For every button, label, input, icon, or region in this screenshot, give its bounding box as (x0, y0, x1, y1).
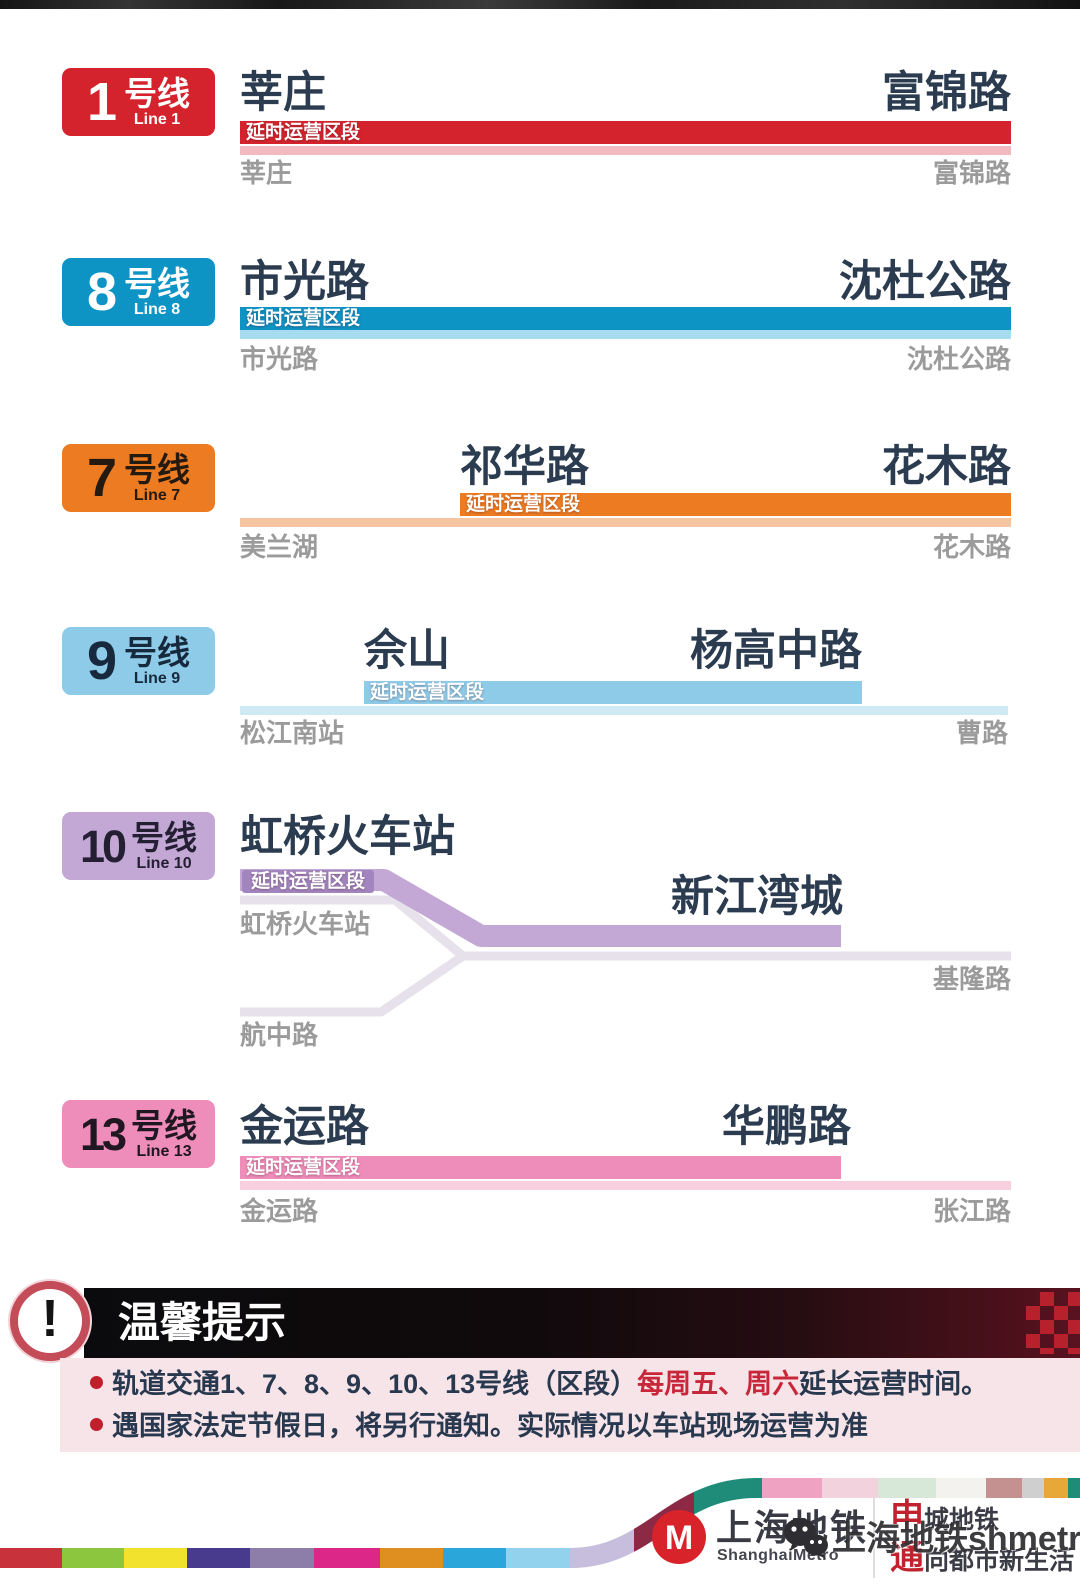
extended-section-label: 延时运营区段 (370, 682, 485, 703)
terminal-label: 美兰湖 (240, 532, 319, 562)
branch-terminal-label: 航中路 (240, 1020, 319, 1050)
shanghai-metro-logo-icon: M (652, 1510, 706, 1564)
extended-section-bar: 延时运营区段 (240, 121, 1011, 144)
full-route-line (240, 706, 1008, 715)
bullet-dot-icon (90, 1418, 103, 1431)
extended-section-bar: 延时运营区段 (240, 307, 1011, 330)
ext-from-station: 金运路 (240, 1103, 369, 1151)
extended-section-label: 延时运营区段 (466, 494, 581, 515)
extended-section-label: 延时运营区段 (246, 308, 361, 329)
checker-decoration (1026, 1292, 1080, 1354)
extended-section-bar: 延时运营区段 (460, 493, 1011, 516)
line-number: 1 (86, 72, 118, 132)
full-route-line (240, 518, 1011, 527)
slogan-rest: 向都市新生活 (924, 1547, 1075, 1575)
line-number: 8 (86, 262, 118, 322)
line-9-badge: 9 号线 Line 9 (62, 627, 215, 695)
line-7-badge: 7 号线 Line 7 (62, 444, 215, 512)
line-suffix: 号线 (131, 818, 198, 856)
full-route-line (240, 330, 1011, 339)
terminal-label: 曹路 (955, 718, 1008, 748)
line-sub-en: Line 7 (133, 486, 181, 504)
line-suffix: 号线 (124, 264, 191, 302)
terminal-label: 张江路 (932, 1196, 1011, 1226)
watermark-text: 上海地铁shmetro (832, 1520, 1080, 1558)
extended-section-label-box: 延时运营区段 (242, 870, 375, 893)
notice-title-bar (84, 1288, 1080, 1358)
line-8-badge: 8 号线 Line 8 (62, 258, 215, 326)
line-1-badge: 1 号线 Line 1 (62, 68, 215, 136)
ext-to-station: 华鹏路 (722, 1103, 851, 1151)
ext-to-station: 沈杜公路 (839, 258, 1011, 306)
extended-section-label: 延时运营区段 (246, 1157, 361, 1178)
ext-from-station: 虹桥火车站 (240, 813, 455, 861)
extended-section-bar: 延时运营区段 (364, 681, 862, 704)
line-10-branch-route (240, 952, 466, 1017)
terminal-label: 松江南站 (240, 718, 345, 748)
terminal-label: 富锦路 (932, 158, 1011, 188)
line-sub-en: Line 13 (136, 1142, 192, 1160)
full-route-line (240, 146, 1011, 155)
ext-from-station: 市光路 (240, 258, 369, 306)
line-sub-en: Line 9 (133, 669, 181, 687)
notice-bullet-1: 轨道交通1、7、8、9、10、13号线（区段）每周五、周六延长运营时间。 (90, 1369, 989, 1400)
footer-divider (873, 1498, 875, 1578)
svg-text:M: M (665, 1519, 693, 1557)
notice-bullet-2: 遇国家法定节假日，将另行通知。实际情况以车站现场运营为准 (90, 1411, 868, 1442)
line-number: 7 (86, 448, 118, 508)
line-13-badge: 13 号线 Line 13 (62, 1100, 215, 1168)
notice-title: 温馨提示 (118, 1299, 287, 1346)
extended-section-label: 延时运营区段 (251, 871, 366, 892)
line-number: 9 (86, 631, 118, 691)
ext-to-station: 新江湾城 (671, 873, 843, 921)
terminal-label: 基隆路 (932, 964, 1011, 994)
terminal-label: 虹桥火车站 (240, 909, 371, 939)
line-suffix: 号线 (124, 633, 191, 671)
notice-body-panel (60, 1358, 1080, 1452)
exclamation-icon: ! (10, 1281, 90, 1361)
ext-from-station: 祁华路 (460, 443, 589, 491)
extended-section-label: 延时运营区段 (246, 122, 361, 143)
line-suffix: 号线 (131, 1106, 198, 1144)
terminal-label: 莘庄 (240, 158, 293, 188)
bullet-text: 遇国家法定节假日，将另行通知。实际情况以车站现场运营为准 (112, 1411, 868, 1441)
line-number: 13 (79, 1108, 127, 1160)
top-cropped-strip (0, 0, 1080, 9)
ext-to-station: 富锦路 (882, 69, 1011, 117)
line-10-badge: 10 号线 Line 10 (62, 812, 215, 880)
line-number: 10 (79, 820, 127, 872)
line-sub-en: Line 1 (133, 110, 181, 128)
full-route-line (240, 1181, 1011, 1190)
wechat-icon (784, 1518, 828, 1559)
terminal-label: 金运路 (240, 1196, 319, 1226)
ext-to-station: 杨高中路 (690, 627, 862, 675)
line-sub-en: Line 8 (133, 300, 181, 318)
bullet-text-highlight: 每周五、周六 (637, 1369, 800, 1399)
slogan-line-1: 申城地铁 (890, 1500, 999, 1534)
ext-from-station: 莘庄 (240, 69, 326, 117)
extended-section-bar: 延时运营区段 (240, 1156, 841, 1179)
bullet-text: 轨道交通1、7、8、9、10、13号线（区段） (112, 1369, 638, 1399)
terminal-label: 沈杜公路 (906, 344, 1011, 374)
bullet-text: 延长运营时间。 (799, 1369, 989, 1399)
ext-to-station: 花木路 (882, 443, 1011, 491)
line-suffix: 号线 (124, 450, 191, 488)
terminal-label: 市光路 (240, 344, 319, 374)
line-10-full-route (240, 895, 1011, 961)
slogan-line-2: 通向都市新生活 (890, 1541, 1074, 1575)
line-suffix: 号线 (124, 74, 191, 112)
slogan-rest: 城地铁 (924, 1506, 1000, 1534)
line-sub-en: Line 10 (136, 854, 192, 872)
slogan-lead-char: 通 (890, 1539, 924, 1577)
ext-from-station: 佘山 (364, 627, 450, 675)
terminal-label: 花木路 (932, 532, 1011, 562)
bullet-dot-icon (90, 1376, 103, 1389)
slogan-lead-char: 申 (890, 1498, 924, 1536)
